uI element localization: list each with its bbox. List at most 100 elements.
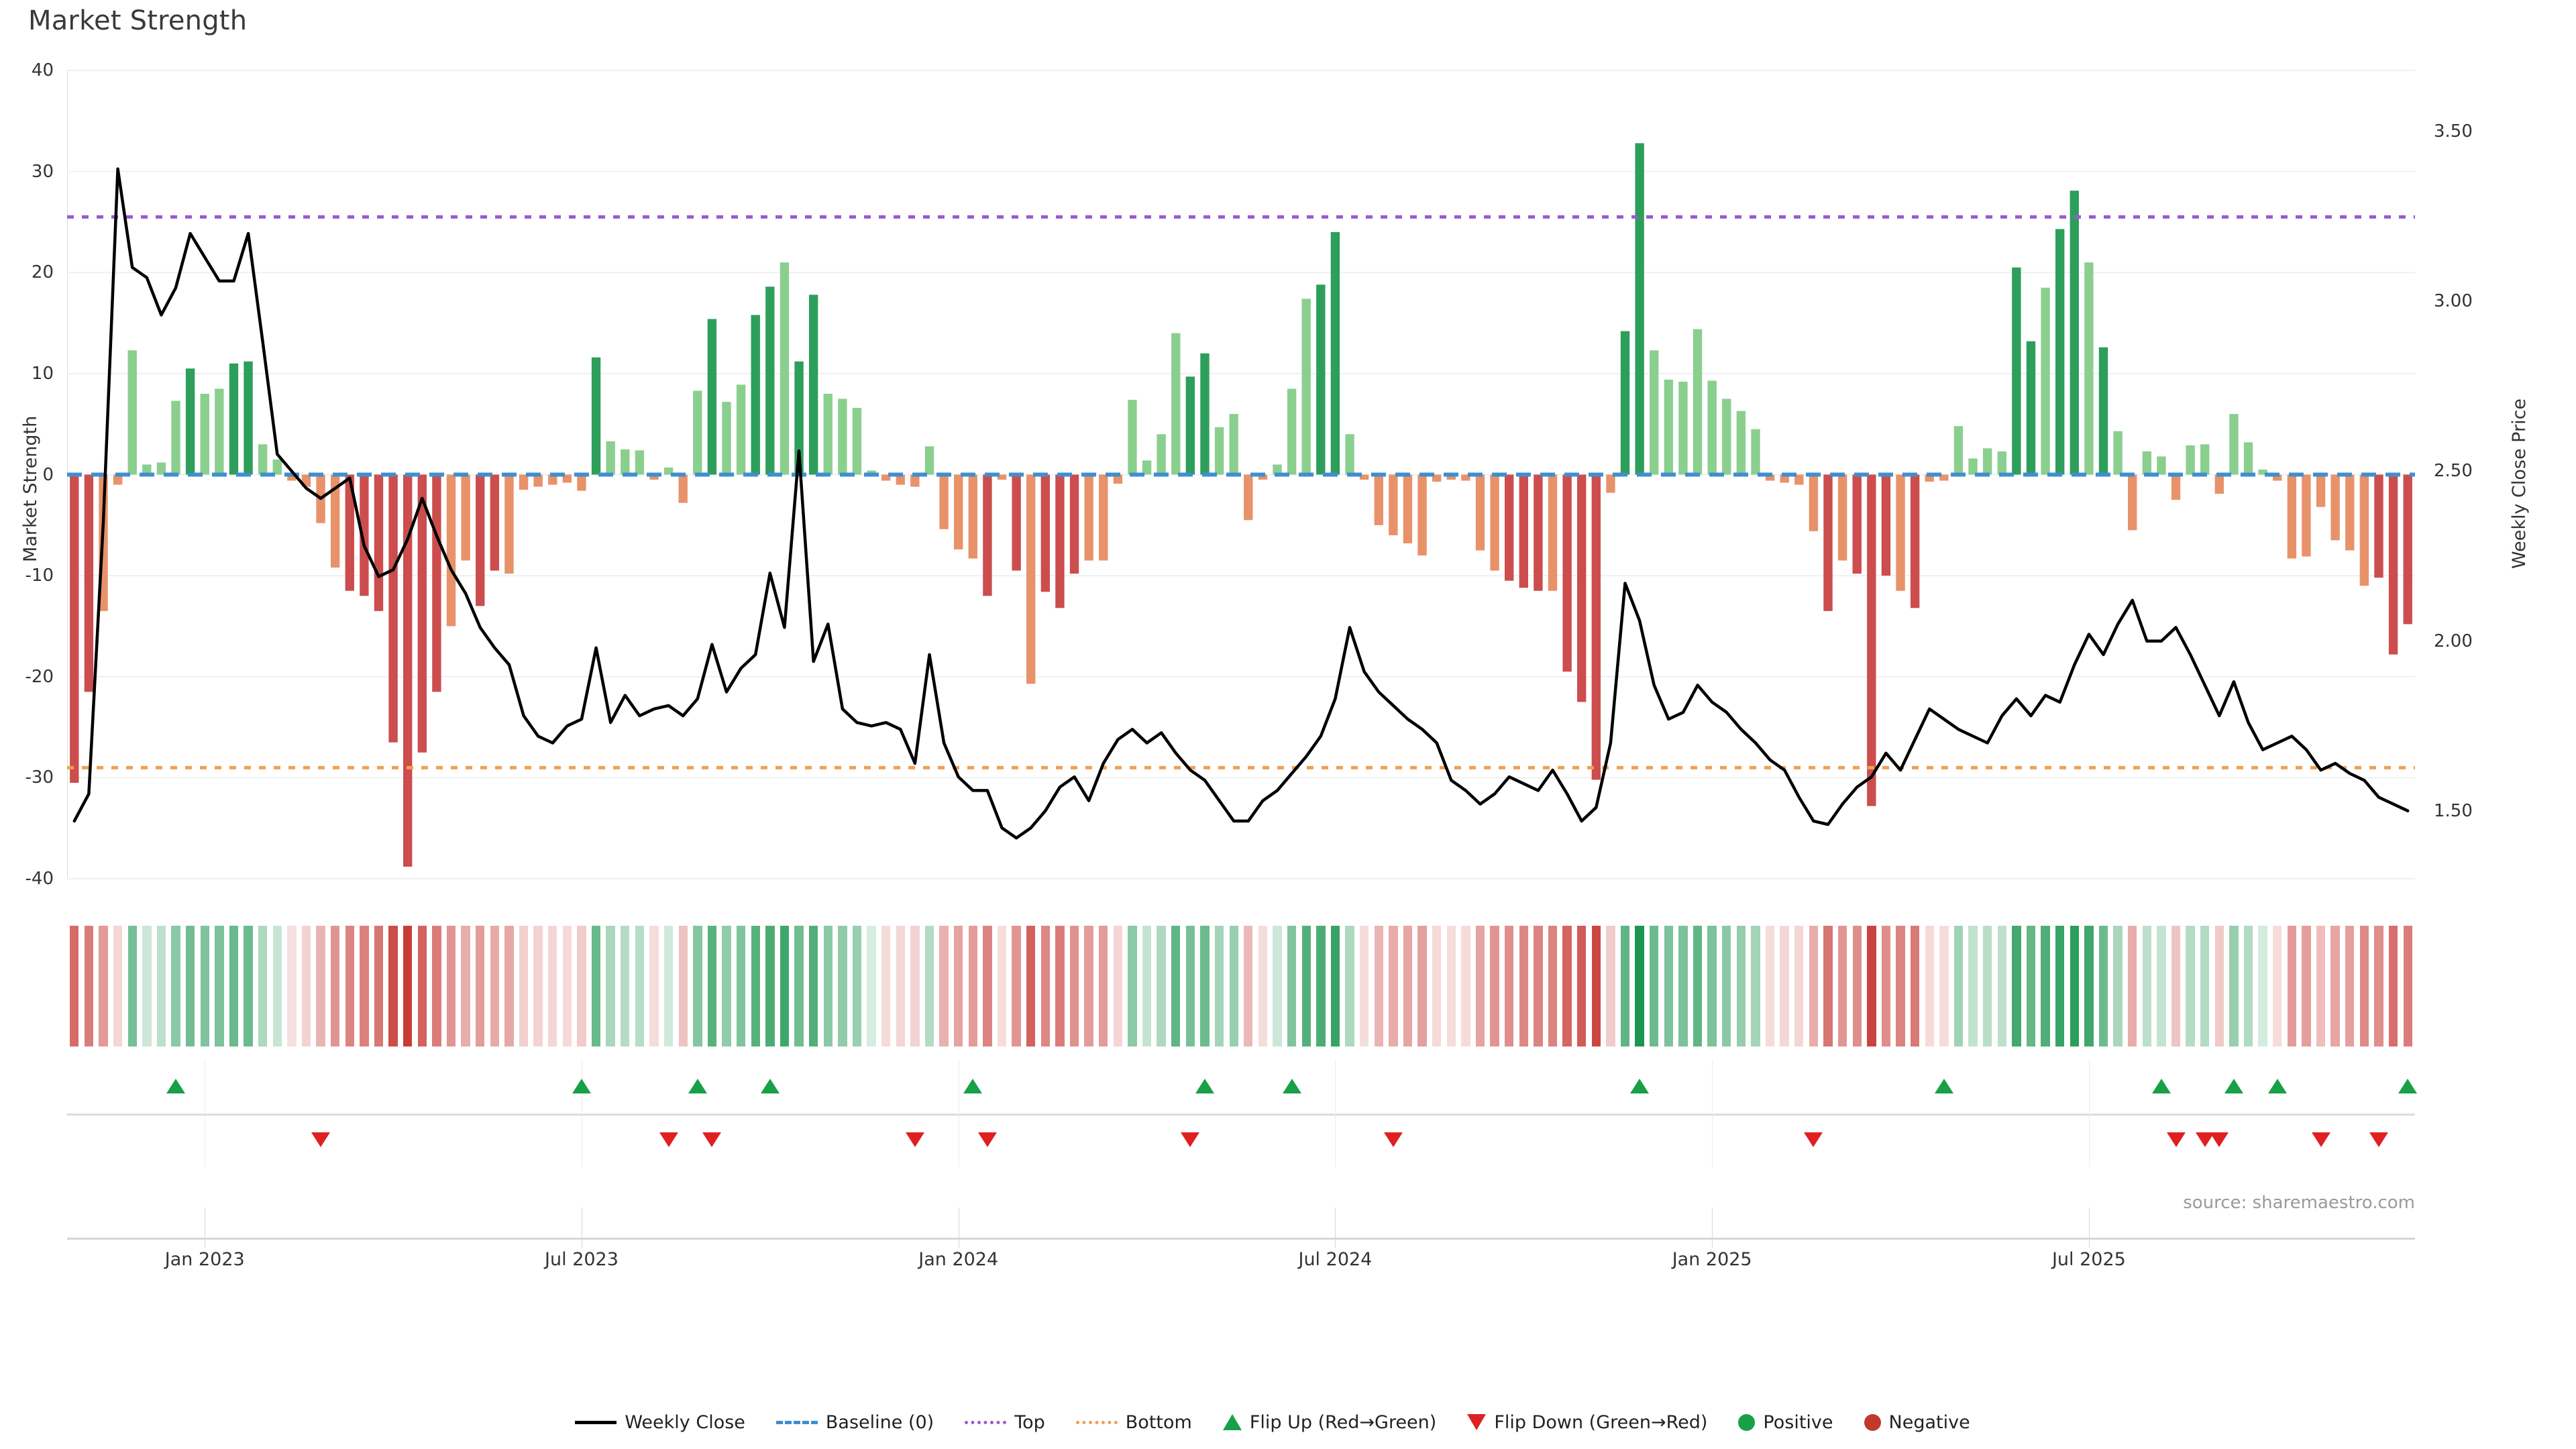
- strength-bar: [1026, 474, 1036, 684]
- strength-bar: [2070, 191, 2079, 475]
- flip-down-marker[interactable]: [2311, 1132, 2330, 1147]
- heat-cell: [99, 926, 108, 1046]
- heat-cell: [577, 926, 586, 1046]
- x-tick-label: Jan 2025: [1672, 1249, 1752, 1270]
- heat-cell: [2142, 926, 2151, 1046]
- strength-bar: [649, 474, 659, 480]
- heat-cell: [780, 926, 790, 1046]
- flip-down-marker[interactable]: [1383, 1132, 1403, 1147]
- flip-up-marker[interactable]: [166, 1079, 186, 1093]
- heat-cell: [1620, 926, 1630, 1046]
- strength-bar: [504, 474, 514, 574]
- flip-up-marker[interactable]: [572, 1079, 591, 1093]
- heat-cell: [1389, 926, 1398, 1046]
- heat-cell: [707, 926, 717, 1046]
- strength-bar: [1635, 143, 1644, 475]
- strength-bar: [765, 286, 775, 475]
- strength-bar: [1055, 474, 1065, 608]
- strength-bar: [1244, 474, 1253, 521]
- flip-down-marker[interactable]: [2195, 1132, 2214, 1147]
- flip-up-marker[interactable]: [963, 1079, 983, 1093]
- legend-item-positive[interactable]: Positive: [1738, 1412, 1833, 1433]
- y-tick-left: -10: [25, 566, 54, 586]
- heat-cell: [1982, 926, 1992, 1046]
- legend-item-bottom[interactable]: Bottom: [1075, 1412, 1192, 1433]
- y-axis-left-label: Market Strength: [20, 415, 41, 562]
- flip-down-marker[interactable]: [659, 1132, 678, 1147]
- heat-cell: [1562, 926, 1572, 1046]
- weekly-close-line: [72, 167, 2410, 840]
- heat-cell: [1736, 926, 1746, 1046]
- strength-bar: [1534, 474, 1543, 591]
- strength-bar: [2287, 474, 2297, 559]
- flip-vertical-gridline: [1712, 1060, 1713, 1167]
- heat-cell: [1142, 926, 1152, 1046]
- heat-cell: [403, 926, 413, 1046]
- strength-bar: [2374, 474, 2383, 578]
- strength-bar: [142, 464, 152, 475]
- strength-bar: [244, 361, 253, 475]
- heat-cell: [954, 926, 963, 1046]
- flip-up-marker[interactable]: [1195, 1079, 1214, 1093]
- flip-up-marker[interactable]: [760, 1079, 780, 1093]
- flip-down-marker[interactable]: [1804, 1132, 1823, 1147]
- flip-down-marker[interactable]: [2369, 1132, 2388, 1147]
- heat-cell: [1519, 926, 1528, 1046]
- legend-item-baseline-0[interactable]: Baseline (0): [775, 1412, 934, 1433]
- heat-cell: [2302, 926, 2311, 1046]
- flip-down-marker[interactable]: [1181, 1132, 1200, 1147]
- flip-up-marker[interactable]: [1282, 1079, 1301, 1093]
- flip-up-marker[interactable]: [688, 1079, 707, 1093]
- heat-cell: [722, 926, 731, 1046]
- heat-cell: [1968, 926, 1978, 1046]
- heat-cell: [2084, 926, 2094, 1046]
- heat-cell: [1591, 926, 1601, 1046]
- heat-cell: [649, 926, 659, 1046]
- heat-cell: [1664, 926, 1674, 1046]
- strength-bar: [2214, 474, 2224, 494]
- heat-cell: [1925, 926, 1934, 1046]
- heat-cell: [1055, 926, 1065, 1046]
- heat-cell: [1809, 926, 1819, 1046]
- strength-bar: [1678, 381, 1688, 475]
- flip-up-marker[interactable]: [2151, 1079, 2171, 1093]
- strength-bar: [2316, 474, 2326, 507]
- dotted-line-icon: [965, 1420, 1007, 1424]
- heat-cell: [316, 926, 325, 1046]
- flip-down-marker[interactable]: [977, 1132, 997, 1147]
- flip-up-marker[interactable]: [1934, 1079, 1953, 1093]
- legend-item-flip-up-red-green[interactable]: Flip Up (Red→Green): [1222, 1412, 1436, 1433]
- legend-item-weekly-close[interactable]: Weekly Close: [575, 1412, 745, 1433]
- legend-item-negative[interactable]: Negative: [1864, 1412, 1970, 1433]
- strength-bar: [1925, 474, 1934, 482]
- flip-down-marker[interactable]: [702, 1132, 722, 1147]
- strength-bar: [1591, 474, 1601, 780]
- strength-bar: [2200, 444, 2210, 475]
- dashed-line-icon: [775, 1420, 818, 1424]
- legend-label: Flip Down (Green→Red): [1494, 1411, 1708, 1433]
- heat-cell: [1852, 926, 1862, 1046]
- strength-bar: [258, 444, 268, 475]
- heat-cell: [1953, 926, 1964, 1046]
- flip-up-marker[interactable]: [2267, 1079, 2287, 1093]
- flip-up-marker[interactable]: [1630, 1079, 1650, 1093]
- flip-up-marker[interactable]: [2398, 1079, 2418, 1093]
- flip-down-marker[interactable]: [2210, 1132, 2229, 1147]
- strength-bar: [1301, 299, 1311, 475]
- heat-cell: [1069, 926, 1079, 1046]
- strength-bar: [287, 474, 297, 481]
- heat-cell: [142, 926, 152, 1046]
- legend-item-top[interactable]: Top: [965, 1412, 1045, 1433]
- flip-down-marker[interactable]: [311, 1132, 331, 1147]
- strength-bar: [1012, 474, 1021, 571]
- heat-cell: [1678, 926, 1688, 1046]
- flip-up-marker[interactable]: [2224, 1079, 2243, 1093]
- heat-cell: [1751, 926, 1760, 1046]
- legend-item-flip-down-green-red[interactable]: Flip Down (Green→Red): [1467, 1412, 1707, 1433]
- strength-bar: [272, 459, 282, 475]
- strength-bar: [1374, 474, 1383, 525]
- heat-cell: [1200, 926, 1210, 1046]
- flip-vertical-gridline: [2088, 1060, 2090, 1167]
- flip-down-marker[interactable]: [2166, 1132, 2186, 1147]
- flip-down-marker[interactable]: [905, 1132, 924, 1147]
